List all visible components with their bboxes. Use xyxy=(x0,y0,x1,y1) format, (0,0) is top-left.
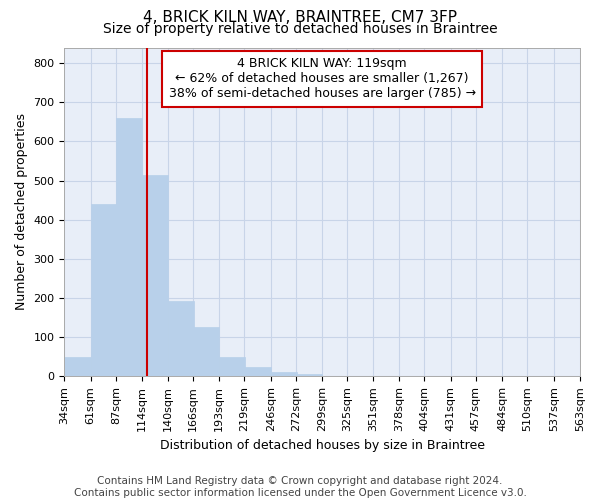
Text: Contains HM Land Registry data © Crown copyright and database right 2024.
Contai: Contains HM Land Registry data © Crown c… xyxy=(74,476,526,498)
Text: Size of property relative to detached houses in Braintree: Size of property relative to detached ho… xyxy=(103,22,497,36)
Bar xyxy=(167,301,194,376)
Bar xyxy=(91,204,117,376)
Bar xyxy=(244,366,271,376)
Y-axis label: Number of detached properties: Number of detached properties xyxy=(15,114,28,310)
Text: 4 BRICK KILN WAY: 119sqm
← 62% of detached houses are smaller (1,267)
38% of sem: 4 BRICK KILN WAY: 119sqm ← 62% of detach… xyxy=(169,58,476,100)
Bar xyxy=(142,174,169,376)
Bar xyxy=(296,374,322,376)
X-axis label: Distribution of detached houses by size in Braintree: Distribution of detached houses by size … xyxy=(160,440,485,452)
Bar xyxy=(64,356,91,376)
Text: 4, BRICK KILN WAY, BRAINTREE, CM7 3FP: 4, BRICK KILN WAY, BRAINTREE, CM7 3FP xyxy=(143,10,457,25)
Bar xyxy=(219,356,245,376)
Bar xyxy=(116,118,142,376)
Bar xyxy=(271,372,297,376)
Bar xyxy=(193,326,219,376)
